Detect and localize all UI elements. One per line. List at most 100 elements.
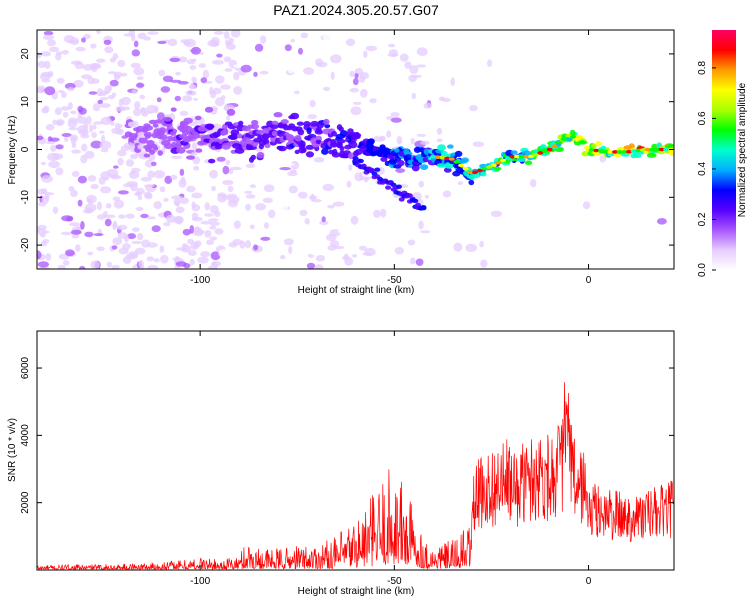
spectrogram-cell — [280, 202, 289, 212]
spectrogram-cell — [200, 251, 211, 258]
spectrogram-cell — [658, 147, 665, 152]
spectrogram-cell — [588, 148, 595, 152]
spectrogram-cell — [593, 148, 600, 153]
spectrogram-cell — [62, 260, 70, 266]
spectrogram-cell — [374, 167, 381, 172]
spectrogram-cell — [182, 95, 193, 102]
spectrogram-cell — [599, 154, 607, 163]
spectrogram-cell — [103, 176, 109, 181]
spectrogram-cell — [204, 213, 214, 217]
spectrogram-cell — [297, 129, 305, 136]
spectrogram-cell — [86, 115, 92, 125]
x-tick-label: -50 — [387, 275, 402, 286]
spectrogram-cell — [228, 248, 238, 253]
spectrogram-cell — [385, 185, 392, 190]
spectrogram-cell — [436, 127, 443, 135]
spectrogram-cell — [194, 226, 200, 233]
spectrogram-cell — [262, 138, 270, 145]
spectrogram-cell — [148, 149, 156, 155]
spectrogram-cell — [287, 68, 295, 74]
spectrogram-cell — [90, 183, 99, 190]
spectrogram-cell — [40, 188, 48, 195]
spectrogram-cell — [117, 124, 123, 128]
spectrogram-cell — [298, 47, 303, 55]
spectrogram-cell — [388, 43, 395, 48]
spectrogram-cell — [410, 137, 415, 145]
spectrogram-cell — [486, 165, 493, 169]
spectrogram-cell — [68, 127, 78, 131]
spectrogram-cell — [344, 257, 354, 266]
spectrogram-cell — [290, 112, 300, 120]
spectrogram-cell — [137, 195, 143, 200]
spectrogram-cell — [348, 164, 353, 171]
spectrogram-cell — [143, 191, 153, 199]
spectrogram-cell — [113, 199, 125, 209]
spectrogram-cell — [276, 130, 283, 135]
spectrogram-cell — [49, 46, 60, 52]
spectrogram-cell — [360, 88, 368, 98]
spectrogram-cell — [109, 79, 119, 87]
spectrogram-cell — [223, 56, 232, 63]
spectrogram-cell — [467, 170, 474, 175]
spectrogram-cell — [380, 156, 388, 162]
spectrogram-cells — [37, 30, 674, 269]
spectrogram-cell — [48, 160, 61, 169]
spectrogram-cell — [330, 139, 337, 145]
y-tick-label: -20 — [20, 237, 31, 252]
spectrogram-cell — [306, 262, 316, 269]
spectrogram-cell — [570, 135, 576, 139]
spectrogram-cell — [138, 259, 144, 268]
spectrogram-cell — [222, 179, 234, 186]
spectrogram-cell — [204, 106, 214, 113]
spectrogram-cell — [186, 185, 196, 193]
spectrogram-cell — [179, 110, 189, 116]
spectrogram-cell — [259, 70, 269, 75]
spectrogram-cell — [164, 143, 174, 150]
spectrogram-cell — [106, 168, 119, 177]
spectrogram-cell — [310, 30, 316, 38]
spectrogram-cell — [361, 254, 366, 261]
spectrogram-cell — [198, 63, 206, 68]
spectrogram-cell — [163, 222, 171, 227]
spectrogram-cell — [244, 190, 253, 194]
spectrogram-cell — [310, 252, 320, 256]
spectrogram-cell — [71, 233, 80, 239]
spectrogram-cell — [57, 90, 65, 94]
spectrogram-cell — [288, 185, 298, 194]
spectrogram-cell — [137, 32, 147, 40]
spectrogram-cell — [41, 107, 49, 114]
spectrogram-cell — [264, 247, 273, 255]
spectrogram-cell — [323, 118, 330, 125]
spectrogram-cell — [191, 142, 198, 150]
spectrogram-cell — [224, 41, 232, 47]
spectrogram-cell — [206, 123, 214, 131]
spectrogram-cell — [146, 264, 159, 269]
spectrogram-cell — [87, 76, 95, 85]
spectrogram-cell — [309, 100, 316, 108]
spectrogram-cell — [649, 147, 656, 152]
spectrogram-cell — [448, 157, 455, 161]
spectrogram-cell — [191, 58, 197, 62]
y-tick-label: 20 — [20, 48, 31, 60]
spectrogram-cell — [84, 150, 95, 159]
spectrogram-cell — [439, 156, 446, 160]
spectrogram-cell — [159, 134, 168, 140]
spectrogram-cell — [147, 170, 155, 179]
spectrogram-cell — [169, 57, 181, 63]
spectrogram-cell — [472, 141, 485, 147]
spectrogram-cell — [76, 116, 88, 124]
spectrogram-cell — [299, 209, 308, 217]
spectrogram-cell — [493, 166, 502, 171]
spectrogram-cell — [290, 169, 297, 174]
spectrogram-cell — [97, 99, 103, 105]
spectrogram-cell — [254, 99, 263, 107]
spectrogram-cell — [315, 139, 322, 145]
spectrogram-cell — [41, 175, 53, 183]
spectrogram-cell — [221, 195, 231, 200]
spectrogram-cell — [262, 197, 273, 203]
spectrogram-cell — [246, 257, 252, 266]
spectrogram-cell — [268, 209, 276, 219]
spectrogram-cell — [191, 212, 199, 221]
spectrogram-cell — [305, 144, 315, 150]
